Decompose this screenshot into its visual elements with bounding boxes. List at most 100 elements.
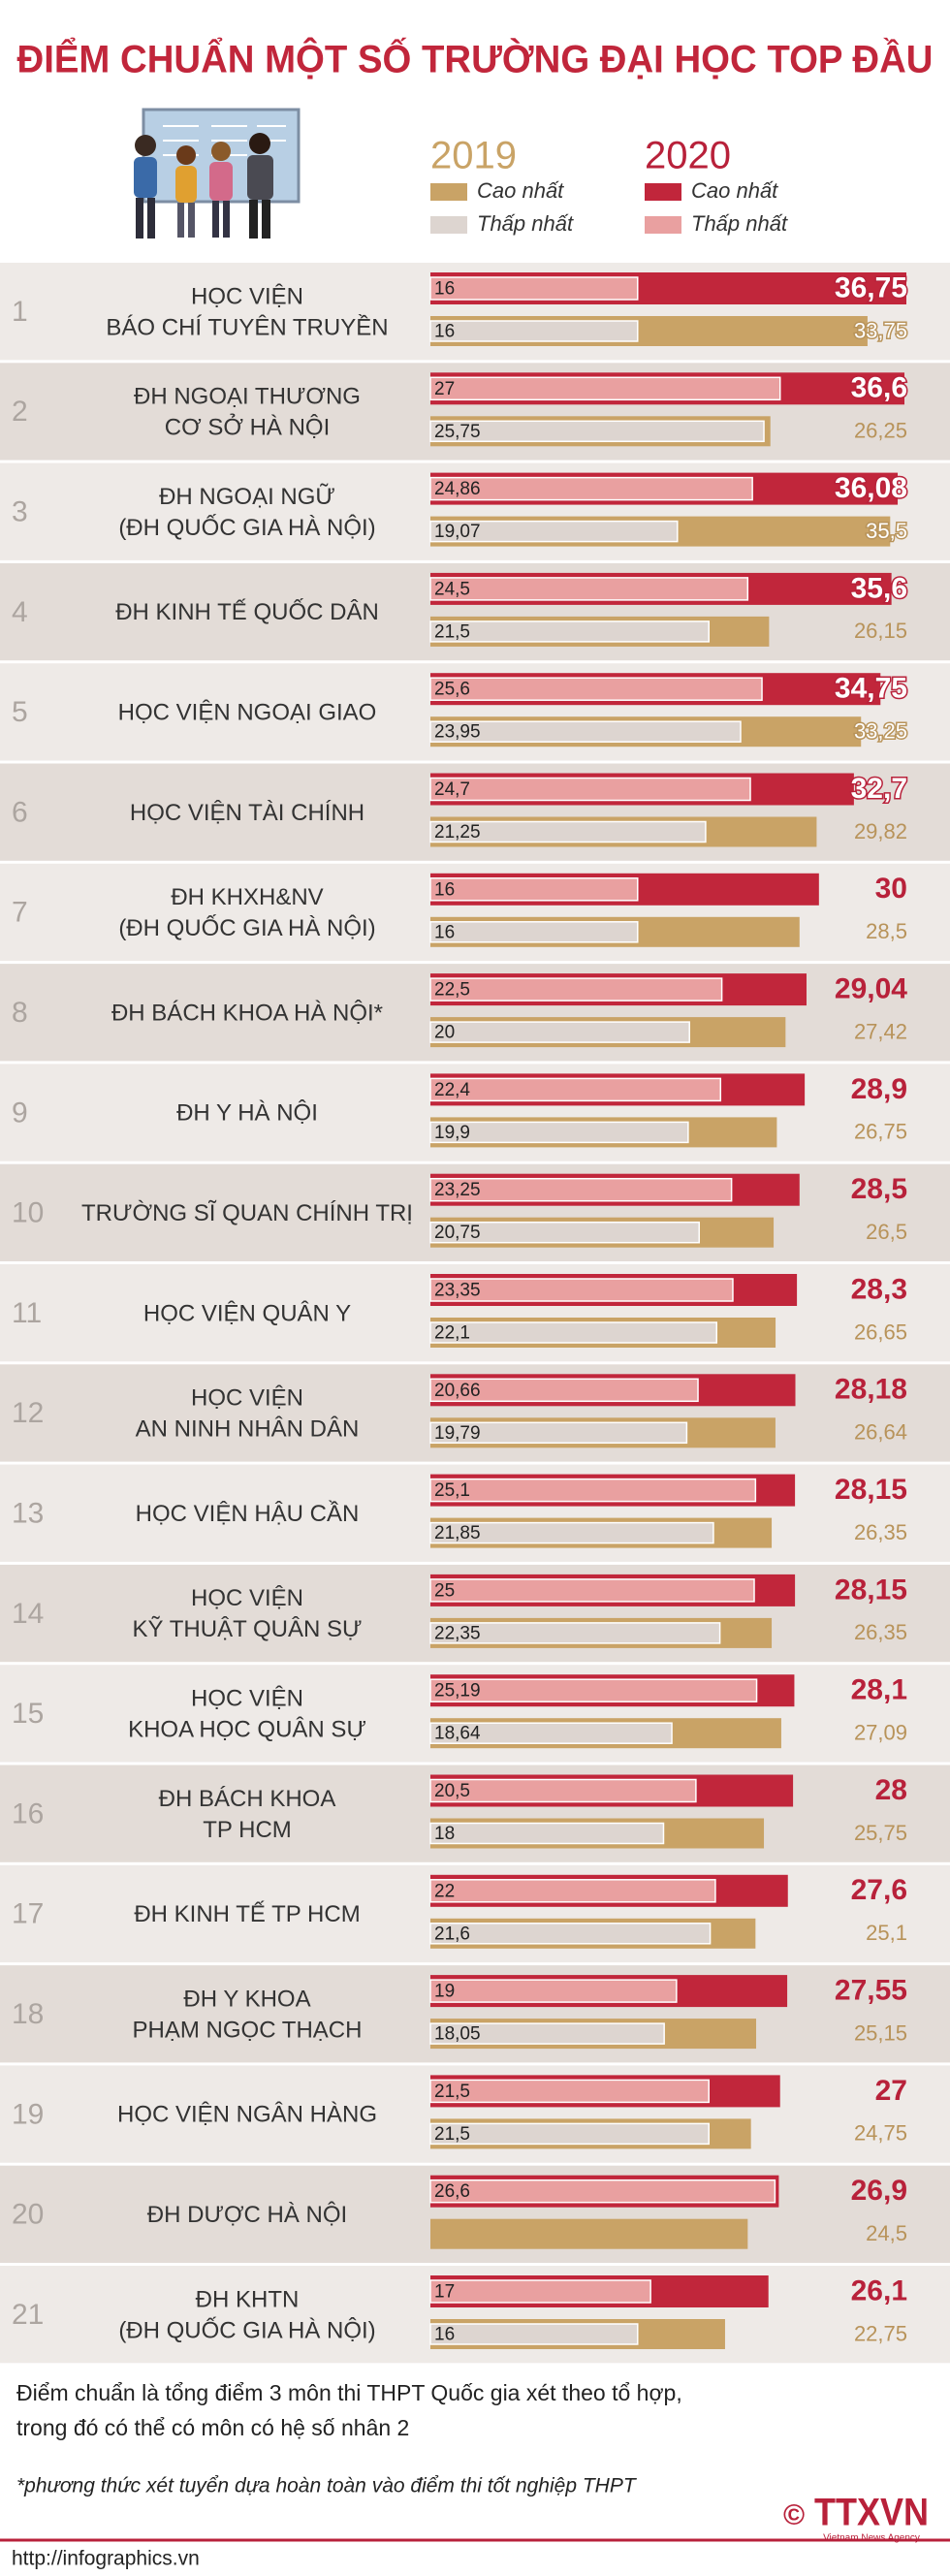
high-value-label: 26,75: [854, 1120, 907, 1144]
legend-label: Cao nhất: [691, 178, 778, 203]
low-value-label: 16: [434, 879, 455, 900]
bar-low: [429, 1879, 716, 1903]
low-value-label: 22: [434, 1881, 455, 1901]
high-value-label: 26,1: [851, 2274, 907, 2306]
high-value-label: 29,82: [854, 819, 907, 843]
legend-swatch: [645, 183, 681, 201]
category-label: PHẠM NGỌC THẠCH: [133, 2017, 363, 2043]
high-value-label: 26,5: [866, 1220, 907, 1244]
bar-low: [429, 276, 639, 301]
bar-low: [429, 977, 723, 1002]
bar-low: [429, 2178, 776, 2204]
low-value-label: 23,95: [434, 722, 481, 743]
low-value-label: 16: [434, 2325, 455, 2345]
high-value-label: 25,75: [854, 1821, 907, 1845]
high-value-label: 28,15: [835, 1474, 907, 1506]
high-value-label: 34,75: [835, 673, 907, 705]
low-value-label: 19: [434, 1982, 455, 2002]
category-label: HỌC VIỆN: [191, 283, 303, 309]
low-value-label: 19,07: [434, 522, 481, 542]
low-value-label: 22,1: [434, 1323, 470, 1344]
rank: 8: [12, 997, 28, 1029]
low-value-label: 25,6: [434, 680, 470, 700]
low-value-label: 23,25: [434, 1180, 481, 1200]
category-label: (ĐH QUỐC GIA HÀ NỘI): [118, 914, 375, 941]
low-value-label: 20: [434, 1023, 455, 1043]
high-value-label: 33,75: [854, 318, 907, 342]
high-value-label: 28,18: [835, 1374, 907, 1406]
high-value-label: 28,3: [851, 1273, 907, 1305]
rank: 1: [12, 296, 28, 328]
low-value-label: 16: [434, 322, 455, 342]
high-value-label: 35,6: [851, 572, 907, 604]
high-value-label: 26,65: [854, 1320, 907, 1344]
legend-label: Thấp nhất: [691, 211, 788, 236]
category-label: KỸ THUẬT QUÂN SỰ: [133, 1616, 363, 1642]
high-value-label: 26,64: [854, 1420, 907, 1445]
bar-low: [429, 2122, 711, 2146]
category-label: ĐH KINH TẾ QUỐC DÂN: [115, 598, 379, 625]
high-value-label: 35,5: [866, 519, 907, 543]
copyright: ©: [783, 2499, 805, 2531]
category-label: CƠ SỞ HÀ NỘI: [165, 413, 331, 441]
logo-subtitle: Vietnam News Agency: [823, 2533, 920, 2544]
bar-low: [429, 420, 765, 443]
high-value-label: 27,55: [835, 1975, 907, 2007]
rank: 19: [12, 2098, 44, 2130]
low-value-label: 21,5: [434, 621, 470, 642]
high-value-label: 33,25: [854, 719, 907, 744]
legend-swatch: [645, 216, 681, 234]
high-value-label: 28,9: [851, 1073, 907, 1105]
rank: 6: [12, 796, 28, 828]
low-value-label: 16: [434, 279, 455, 300]
category-label: ĐH BÁCH KHOA HÀ NỘI*: [111, 999, 383, 1026]
bar-low: [429, 376, 781, 401]
category-label: TRƯỜNG SĨ QUAN CHÍNH TRỊ: [81, 1200, 413, 1226]
bar-low: [429, 1121, 689, 1144]
high-value-label: 28,5: [866, 919, 907, 943]
bar-low: [429, 1378, 699, 1403]
high-value-label: 26,35: [854, 1520, 907, 1544]
high-value-label: 28: [875, 1774, 907, 1806]
legend-label: Thấp nhất: [477, 211, 574, 236]
bar-low: [429, 1678, 758, 1702]
low-value-label: 16: [434, 922, 455, 942]
high-value-label: 36,08: [835, 472, 907, 504]
rank: 3: [12, 496, 28, 528]
high-value-label: 22,75: [854, 2321, 907, 2345]
high-value-label: 26,15: [854, 619, 907, 643]
rank: 21: [12, 2299, 44, 2331]
high-value-label: 28,1: [851, 1674, 907, 1706]
footer: Điểm chuẩn là tổng điểm 3 môn thi THPT Q…: [0, 2380, 950, 2570]
high-value-label: 24,5: [866, 2221, 907, 2245]
bar-low: [429, 1278, 734, 1302]
category-label: ĐH Y HÀ NỘI: [176, 1099, 318, 1127]
high-value-label: 27,42: [854, 1019, 907, 1043]
low-value-label: 21,5: [434, 2082, 470, 2102]
bar-low: [429, 577, 749, 601]
bar-low: [429, 620, 711, 643]
high-value-label: 24,75: [854, 2121, 907, 2146]
high-value-label: 29,04: [835, 973, 907, 1005]
category-label: ĐH NGOẠI THƯƠNG: [134, 384, 361, 410]
bar-low: [429, 1221, 700, 1244]
category-label: (ĐH QUỐC GIA HÀ NỘI): [118, 514, 375, 541]
rank: 16: [12, 1797, 44, 1829]
bar-low: [429, 777, 751, 802]
high-value-label: 25,15: [854, 2020, 907, 2045]
category-label: (ĐH QUỐC GIA HÀ NỘI): [118, 2316, 375, 2343]
category-label: BÁO CHÍ TUYÊN TRUYỀN: [106, 313, 388, 340]
bar-low: [429, 921, 639, 943]
bar-low: [429, 520, 679, 543]
rank: 2: [12, 396, 28, 428]
footnote: *phương thức xét tuyển dựa hoàn toàn vào…: [16, 2475, 638, 2497]
rank: 14: [12, 1598, 44, 1630]
note: trong đó có thể có môn có hệ số nhân 2: [16, 2415, 409, 2440]
rank: 12: [12, 1397, 44, 1429]
rank: 4: [12, 596, 28, 628]
low-value-label: 24,5: [434, 579, 470, 599]
low-value-label: 18,05: [434, 2024, 481, 2045]
low-value-label: 25,19: [434, 1681, 481, 1701]
illustration: [134, 108, 301, 239]
